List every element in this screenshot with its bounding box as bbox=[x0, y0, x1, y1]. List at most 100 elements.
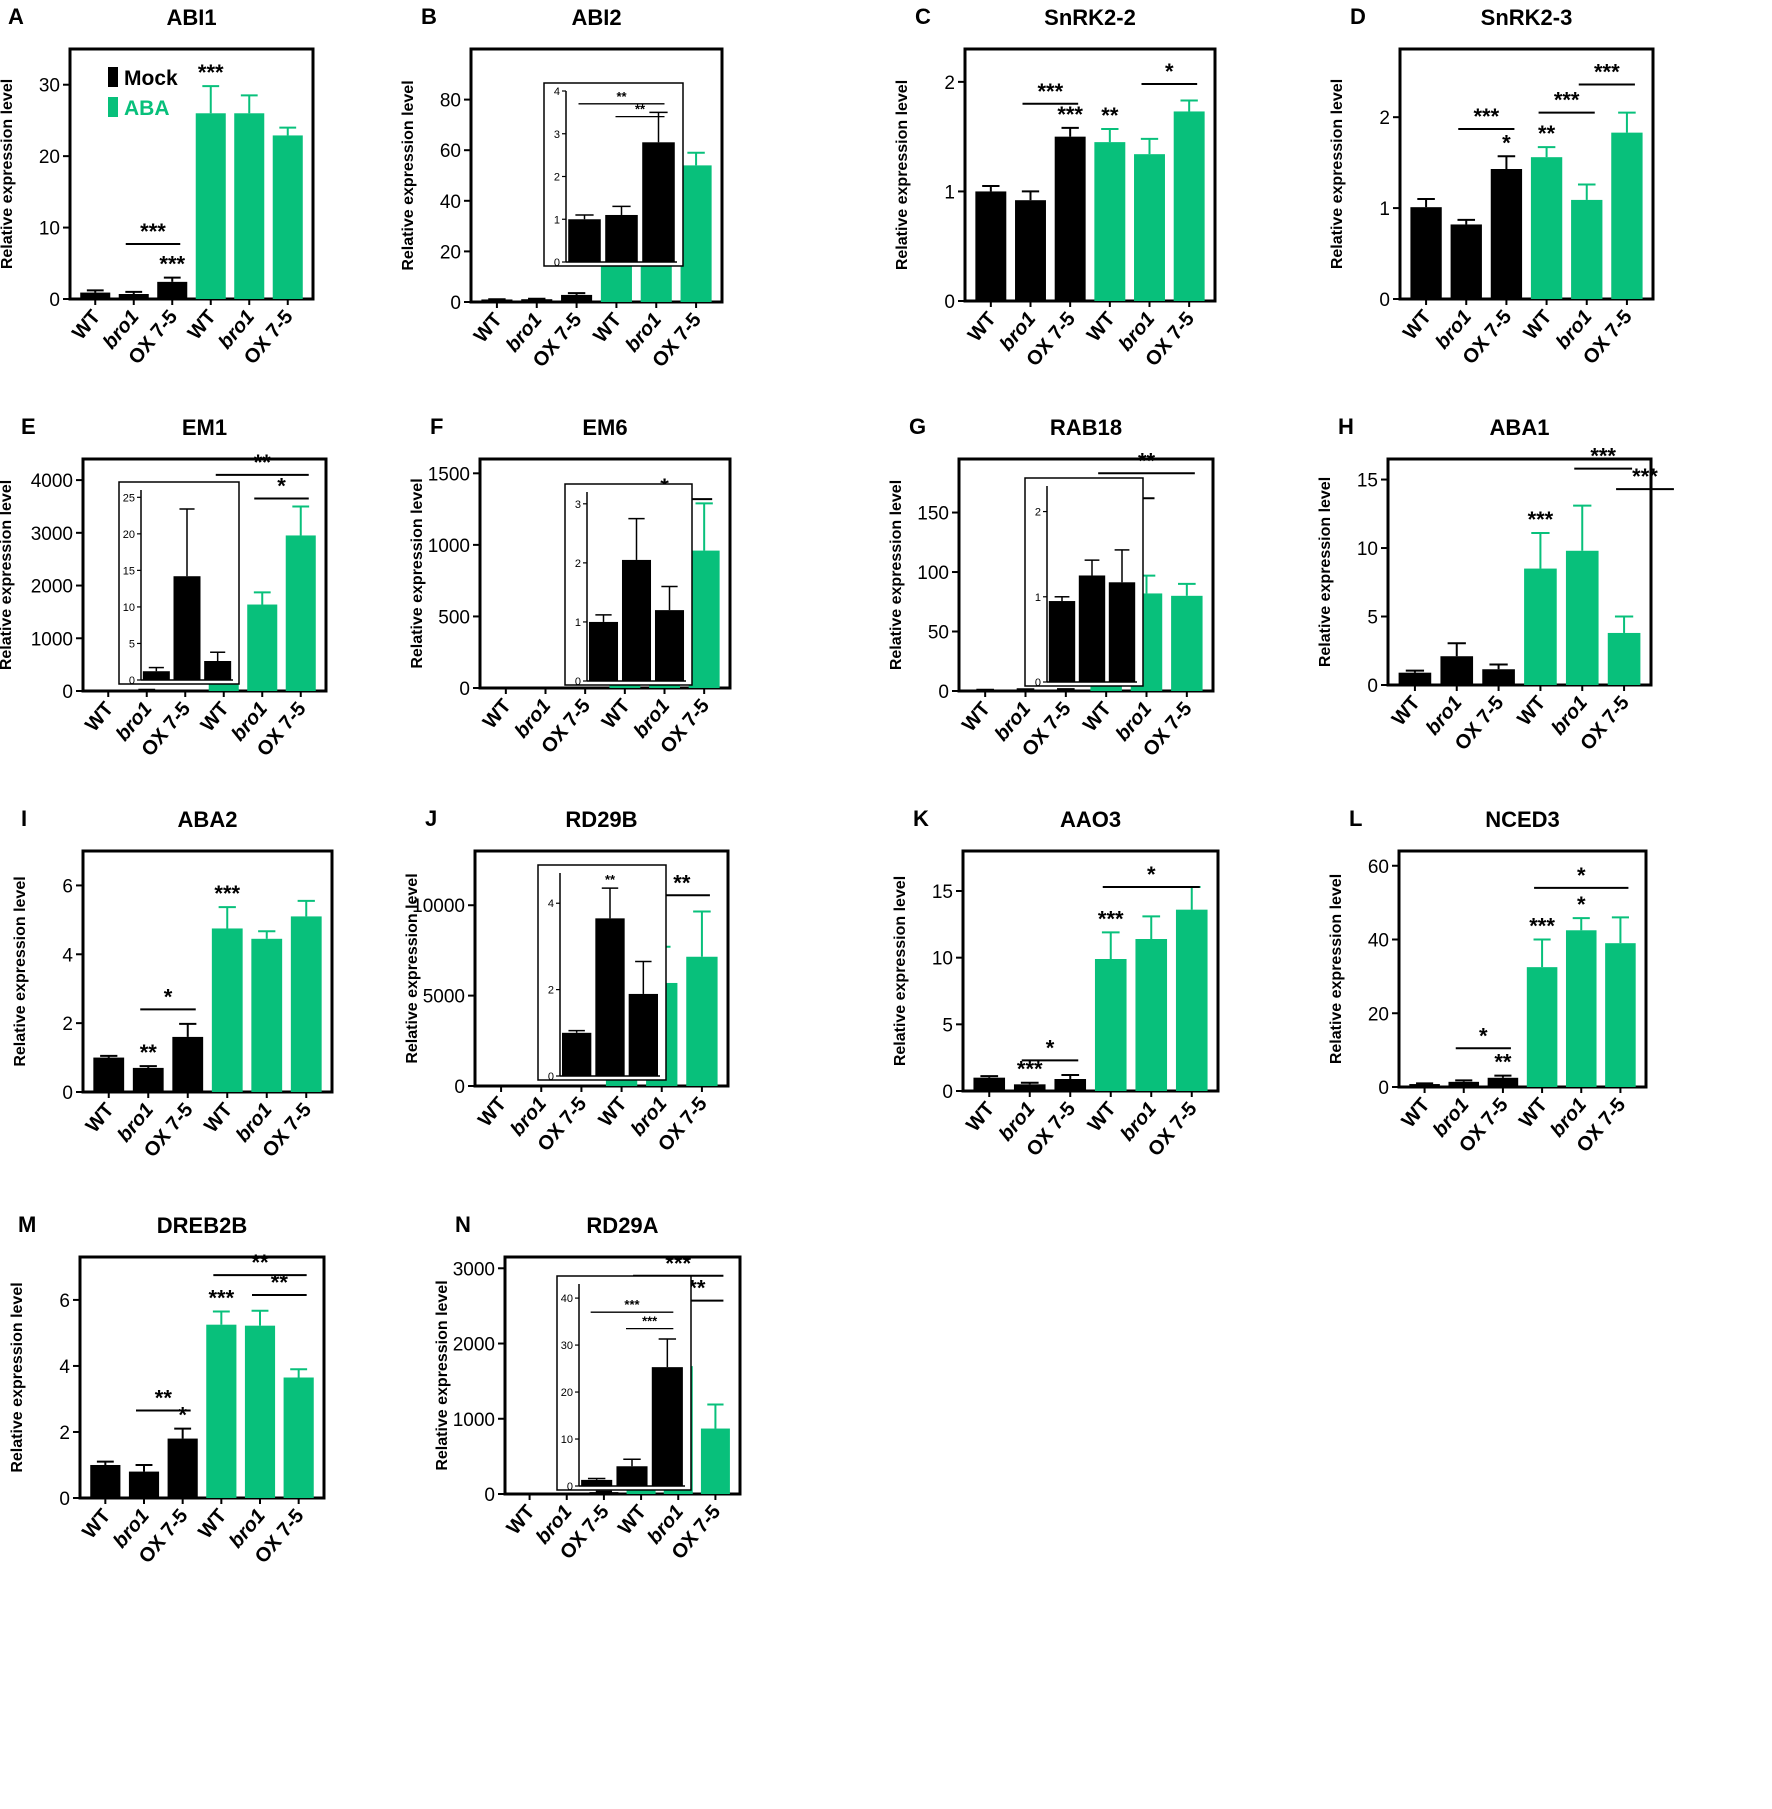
y-tick-label: 60 bbox=[440, 141, 461, 162]
x-tick-label: WT bbox=[1388, 692, 1425, 730]
chart-title: ABI2 bbox=[571, 5, 621, 30]
chart-title: SnRK2-3 bbox=[1481, 5, 1573, 30]
y-tick-label: 60 bbox=[1368, 857, 1389, 878]
inset-bar-1 bbox=[605, 214, 638, 262]
y-tick-label: 2 bbox=[1379, 108, 1390, 129]
significance-star: *** bbox=[1529, 914, 1555, 939]
inset-y-tick-label: 15 bbox=[123, 565, 135, 577]
inset-y-tick-label: 2 bbox=[575, 558, 581, 570]
bar-5 bbox=[1605, 943, 1636, 1087]
inset-bar-2 bbox=[642, 142, 675, 262]
bar-0 bbox=[93, 1057, 125, 1092]
bar-0 bbox=[481, 299, 513, 302]
panel-letter: L bbox=[1349, 806, 1362, 831]
bar-2 bbox=[589, 1492, 619, 1494]
bar-5 bbox=[290, 916, 322, 1092]
significance-star: *** bbox=[1057, 102, 1083, 127]
inset-y-tick-label: 0 bbox=[567, 1481, 573, 1493]
significance-star: *** bbox=[159, 252, 185, 277]
x-tick-label: WT bbox=[589, 309, 626, 347]
inset-y-tick-label: 40 bbox=[561, 1293, 573, 1305]
panel-letter: N bbox=[455, 1212, 471, 1237]
y-tick-label: 0 bbox=[450, 293, 461, 314]
plot-frame bbox=[81, 849, 334, 1094]
inset-chart: 0 1 2 bbox=[1024, 477, 1144, 689]
bar-1 bbox=[118, 294, 149, 299]
inset-bar-0 bbox=[562, 1032, 592, 1076]
y-tick-label: 2000 bbox=[453, 1335, 495, 1356]
inset-y-tick-label: 30 bbox=[561, 1340, 573, 1352]
bar-5 bbox=[1611, 132, 1643, 299]
inset-bar-2 bbox=[1108, 582, 1136, 682]
y-tick-label: 4 bbox=[59, 1357, 70, 1378]
inset-chart: 0 1 2 3 4 ** ** bbox=[543, 82, 684, 269]
inset-y-tick-label: 10 bbox=[123, 602, 135, 614]
y-tick-label: 100 bbox=[917, 563, 949, 584]
inset-significance-star: ** bbox=[605, 872, 616, 887]
bar-3 bbox=[1094, 142, 1126, 301]
y-axis-label: Relative expression level bbox=[409, 478, 426, 668]
y-tick-label: 6 bbox=[59, 1291, 70, 1312]
x-tick-label: WT bbox=[1513, 692, 1550, 730]
inset-bracket-label-0: ** bbox=[616, 89, 627, 104]
panel-letter: E bbox=[21, 414, 36, 439]
bar-1 bbox=[1450, 224, 1482, 299]
y-axis-label: Relative expression level bbox=[1329, 79, 1346, 269]
legend-label-mock: Mock bbox=[124, 67, 178, 90]
bracket-label-1: * bbox=[1577, 863, 1586, 888]
y-axis-label: Relative expression level bbox=[9, 1282, 26, 1472]
bracket-label-1: *** bbox=[1632, 464, 1658, 489]
bracket-label-0: ** bbox=[155, 1386, 173, 1411]
chart-panel-f: F EM6 Relative expression level 0 500 1000 150… bbox=[409, 414, 732, 758]
chart-panel-e: E EM1 Relative expression level 0 1000 2000 30… bbox=[0, 414, 328, 761]
plot-frame bbox=[503, 1255, 742, 1496]
bar-2 bbox=[1487, 1077, 1519, 1087]
y-tick-label: 0 bbox=[49, 290, 60, 311]
bar-3 bbox=[1524, 568, 1557, 685]
bar-0 bbox=[1409, 1084, 1440, 1087]
bracket-label-1: ** bbox=[688, 1276, 706, 1301]
y-tick-label: 0 bbox=[1367, 676, 1378, 697]
inset-bar-2 bbox=[651, 1367, 683, 1486]
bar-2 bbox=[561, 294, 593, 302]
bracket-label-0: * bbox=[164, 984, 173, 1009]
panel-letter: I bbox=[21, 806, 27, 831]
inset-y-tick-label: 20 bbox=[123, 529, 135, 541]
significance-star: ** bbox=[1101, 103, 1119, 128]
chart-title: ABA1 bbox=[1490, 415, 1550, 440]
bar-5 bbox=[272, 135, 303, 299]
x-tick-label: WT bbox=[958, 698, 995, 736]
plot-frame bbox=[1398, 47, 1655, 301]
bracket-label-0: * bbox=[1479, 1023, 1488, 1048]
y-tick-label: 1000 bbox=[453, 1410, 495, 1431]
y-tick-label: 10 bbox=[1357, 539, 1378, 560]
y-tick-label: 3000 bbox=[31, 524, 73, 545]
y-tick-label: 40 bbox=[440, 192, 461, 213]
bar-3 bbox=[206, 1324, 237, 1498]
chart-title: SnRK2-2 bbox=[1044, 5, 1136, 30]
bar-5 bbox=[285, 535, 316, 691]
bar-1 bbox=[1015, 200, 1046, 301]
bracket-label-0: * bbox=[1046, 1035, 1055, 1060]
inset-y-tick-label: 4 bbox=[548, 898, 554, 910]
y-tick-label: 0 bbox=[1379, 290, 1390, 311]
y-tick-label: 0 bbox=[484, 1485, 495, 1506]
inset-bar-0 bbox=[568, 219, 601, 262]
plot-frame bbox=[478, 457, 732, 690]
inset-bracket-label-1: *** bbox=[642, 1314, 658, 1329]
bar-0 bbox=[973, 1077, 1006, 1091]
significance-star: *** bbox=[214, 881, 240, 906]
y-axis-label: Relative expression level bbox=[0, 480, 15, 670]
y-tick-label: 2000 bbox=[31, 577, 73, 598]
y-axis-label: Relative expression level bbox=[1317, 477, 1334, 667]
bar-2 bbox=[167, 1438, 198, 1498]
bar-4 bbox=[247, 604, 278, 691]
bar-5 bbox=[283, 1377, 314, 1498]
bar-2 bbox=[1482, 669, 1515, 685]
panel-letter: J bbox=[425, 806, 437, 831]
y-axis-label: Relative expression level bbox=[1328, 874, 1345, 1064]
inset-bar-0 bbox=[142, 671, 170, 680]
